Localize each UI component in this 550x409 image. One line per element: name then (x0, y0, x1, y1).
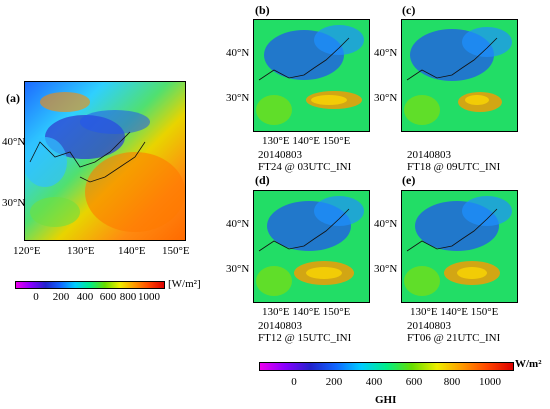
panel-a-field (25, 82, 185, 240)
panel-a-lon-140: 140°E (118, 245, 146, 257)
large-colorbar-tick: 400 (365, 376, 383, 388)
panel-c-lat-30: 30°N (374, 92, 398, 104)
small-colorbar (15, 281, 165, 289)
panel-c-run: FT18 @ 09UTC_INI (407, 161, 501, 173)
panel-b-lat-30: 30°N (226, 92, 250, 104)
large-colorbar-title: GHI (375, 394, 397, 406)
panel-c-date: 20140803 (407, 149, 451, 161)
panel-d-letter: (d) (255, 173, 270, 187)
panel-b-lon-labels: 130°E 140°E 150°E (262, 135, 351, 147)
large-colorbar-tick: 200 (325, 376, 343, 388)
small-colorbar-tick: 0 (33, 291, 39, 303)
large-colorbar-tick: 1000 (479, 376, 501, 388)
panel-e-lat-30: 30°N (374, 263, 398, 275)
panel-e-map (401, 190, 518, 303)
panel-a-lon-150: 150°E (162, 245, 190, 257)
panel-b-field (254, 20, 369, 131)
panel-b-lat-40: 40°N (226, 47, 250, 59)
large-colorbar-tick: 800 (443, 376, 461, 388)
panel-e-date: 20140803 (407, 320, 451, 332)
large-colorbar-unit: W/m² (515, 358, 542, 370)
small-colorbar-tick: 400 (76, 291, 94, 303)
panel-b-map (253, 19, 370, 132)
panel-c-lat-40: 40°N (374, 47, 398, 59)
small-colorbar-tick: 1000 (138, 291, 160, 303)
small-colorbar-unit: [W/m²] (168, 278, 201, 290)
panel-d-field (254, 191, 369, 302)
panel-d-lat-30: 30°N (226, 263, 250, 275)
panel-e-run: FT06 @ 21UTC_INI (407, 332, 501, 344)
small-colorbar-tick: 800 (119, 291, 137, 303)
panel-a-lon-130: 130°E (67, 245, 95, 257)
small-colorbar-tick: 600 (99, 291, 117, 303)
panel-e-lon-labels: 130°E 140°E 150°E (410, 306, 499, 318)
panel-b-date: 20140803 (258, 149, 302, 161)
small-colorbar-tick: 200 (52, 291, 70, 303)
panel-e-lat-40: 40°N (374, 218, 398, 230)
panel-c-map (401, 19, 518, 132)
panel-a-lat-40: 40°N (2, 136, 26, 148)
panel-c-letter: (c) (402, 3, 416, 17)
large-colorbar (259, 362, 514, 371)
panel-d-map (253, 190, 370, 303)
panel-d-run: FT12 @ 15UTC_INI (258, 332, 352, 344)
panel-a-lon-120: 120°E (13, 245, 41, 257)
panel-a-letter: (a) (6, 91, 20, 105)
large-colorbar-tick: 0 (291, 376, 297, 388)
panel-d-lon-labels: 130°E 140°E 150°E (262, 306, 351, 318)
large-colorbar-tick: 600 (405, 376, 423, 388)
panel-d-date: 20140803 (258, 320, 302, 332)
panel-b-run: FT24 @ 03UTC_INI (258, 161, 352, 173)
panel-c-field (402, 20, 517, 131)
panel-d-lat-40: 40°N (226, 218, 250, 230)
panel-a-lat-30: 30°N (2, 197, 26, 209)
panel-e-field (402, 191, 517, 302)
panel-e-letter: (e) (402, 173, 416, 187)
panel-a-map (24, 81, 186, 241)
panel-b-letter: (b) (255, 3, 270, 17)
